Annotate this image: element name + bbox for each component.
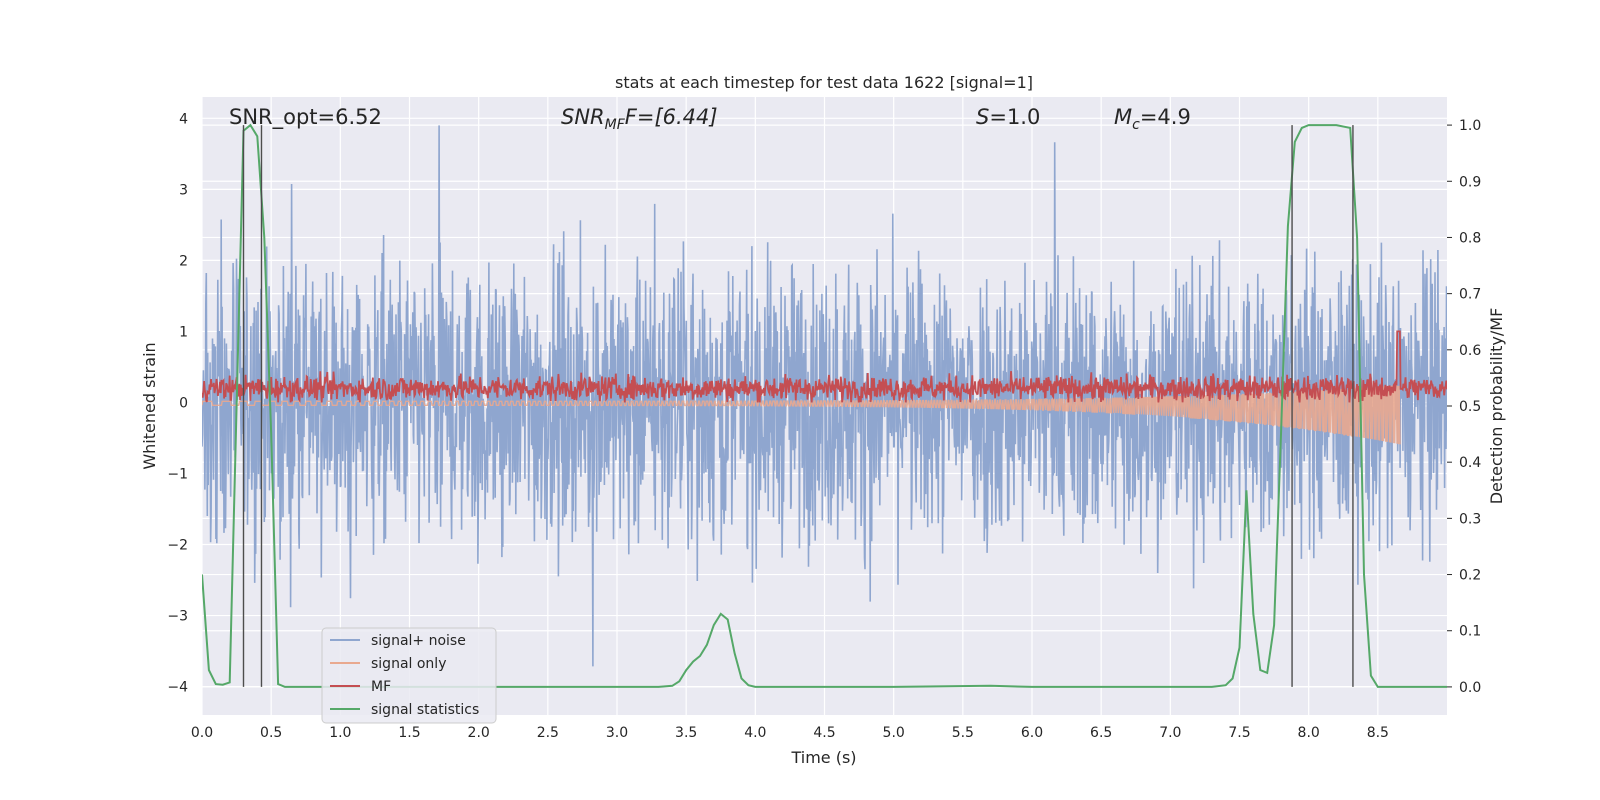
x-tick-label: 4.5 bbox=[813, 725, 835, 741]
legend-label-mf: MF bbox=[371, 679, 391, 695]
x-tick-label: 3.0 bbox=[606, 725, 628, 741]
y-right-tick-label: 1.0 bbox=[1459, 118, 1481, 134]
y-right-tick-label: 0.6 bbox=[1459, 343, 1481, 359]
vertical-markers bbox=[242, 125, 1354, 687]
y-right-axis-label: Detection probability/MF bbox=[1487, 308, 1506, 505]
y-left-tick-label: 1 bbox=[179, 324, 188, 340]
x-tick-label: 0.5 bbox=[260, 725, 282, 741]
y-left-tick-labels: −4 −3 −2 −1 0 1 2 3 4 bbox=[167, 111, 188, 695]
x-tick-label: 6.0 bbox=[1021, 725, 1043, 741]
y-left-tick-label: 4 bbox=[179, 111, 188, 127]
legend-label-signal-only: signal only bbox=[371, 656, 446, 672]
x-tick-label: 8.0 bbox=[1298, 725, 1320, 741]
x-tick-label: 5.0 bbox=[883, 725, 905, 741]
annotation-s: S=1.0 bbox=[976, 105, 1040, 129]
y-left-tick-label: 3 bbox=[179, 182, 188, 198]
x-tick-label: 2.5 bbox=[537, 725, 559, 741]
y-right-tick-label: 0.7 bbox=[1459, 287, 1481, 303]
y-left-tick-label: 2 bbox=[179, 253, 188, 269]
annotation-mc-value: =4.9 bbox=[1140, 105, 1191, 129]
y-left-tick-label: −3 bbox=[167, 609, 188, 625]
annotation-snr-mf-main: SNR bbox=[561, 105, 605, 129]
x-tick-label: 1.0 bbox=[329, 725, 351, 741]
y-left-tick-label: 0 bbox=[179, 395, 188, 411]
x-tick-label: 8.5 bbox=[1367, 725, 1389, 741]
y-left-tick-label: −2 bbox=[167, 538, 188, 554]
annotation-snr-mf: SNRMFF=[6.44] bbox=[561, 105, 718, 133]
x-tick-label: 0.0 bbox=[191, 725, 213, 741]
series-signal-statistics bbox=[202, 123, 1447, 688]
y-right-tick-label: 0.9 bbox=[1459, 174, 1481, 190]
x-tick-label: 6.5 bbox=[1090, 725, 1112, 741]
legend: signal+ noise signal only MF signal stat… bbox=[321, 627, 497, 724]
annotation-s-label: S bbox=[976, 105, 989, 129]
annotation-mc: Mc=4.9 bbox=[1114, 105, 1191, 133]
annotation-snr-opt: SNR_opt=6.52 bbox=[229, 105, 382, 130]
x-tick-label: 5.5 bbox=[952, 725, 974, 741]
x-tick-labels: 0.0 0.5 1.0 1.5 2.0 2.5 3.0 3.5 4.0 4.5 5.0 5.5 6.0 6… bbox=[191, 725, 1389, 741]
y-right-tick-label: 0.0 bbox=[1459, 680, 1481, 696]
y-right-tick-labels: 0.0 0.1 0.2 0.3 0.4 0.5 0.6 0.7 0.8 0.9 1.0 bbox=[1447, 118, 1481, 696]
legend-label-signal-statistics: signal statistics bbox=[371, 702, 479, 718]
annotation-mc-main: M bbox=[1114, 105, 1132, 129]
y-right-tick-label: 0.5 bbox=[1459, 399, 1481, 415]
y-right-tick-label: 0.1 bbox=[1459, 624, 1481, 640]
x-tick-label: 2.0 bbox=[468, 725, 490, 741]
series-mf bbox=[202, 330, 1447, 404]
data-layer bbox=[202, 123, 1447, 688]
y-right-tick-label: 0.4 bbox=[1459, 455, 1481, 471]
annotation-s-value: =1.0 bbox=[989, 105, 1040, 129]
x-tick-label: 7.5 bbox=[1228, 725, 1250, 741]
y-left-axis-label: Whitened strain bbox=[140, 342, 159, 469]
legend-box bbox=[321, 627, 497, 724]
x-axis-label: Time (s) bbox=[790, 748, 856, 767]
y-left-tick-label: −4 bbox=[167, 680, 188, 696]
annotation-snr-mf-value: F=[6.44] bbox=[625, 105, 718, 129]
annotation-snr-mf-sub: MF bbox=[605, 117, 626, 133]
x-tick-label: 7.0 bbox=[1159, 725, 1181, 741]
y-left-tick-label: −1 bbox=[167, 466, 188, 482]
y-right-tick-label: 0.8 bbox=[1459, 230, 1481, 246]
y-right-tick-label: 0.3 bbox=[1459, 511, 1481, 527]
x-tick-label: 4.0 bbox=[744, 725, 766, 741]
x-tick-label: 1.5 bbox=[398, 725, 420, 741]
series-signal-only bbox=[202, 385, 1401, 445]
y-right-tick-label: 0.2 bbox=[1459, 568, 1481, 584]
chart-title: stats at each timestep for test data 162… bbox=[615, 73, 1033, 92]
legend-label-signal-noise: signal+ noise bbox=[371, 633, 466, 649]
annotation-mc-sub: c bbox=[1132, 117, 1140, 133]
x-tick-label: 3.5 bbox=[675, 725, 697, 741]
